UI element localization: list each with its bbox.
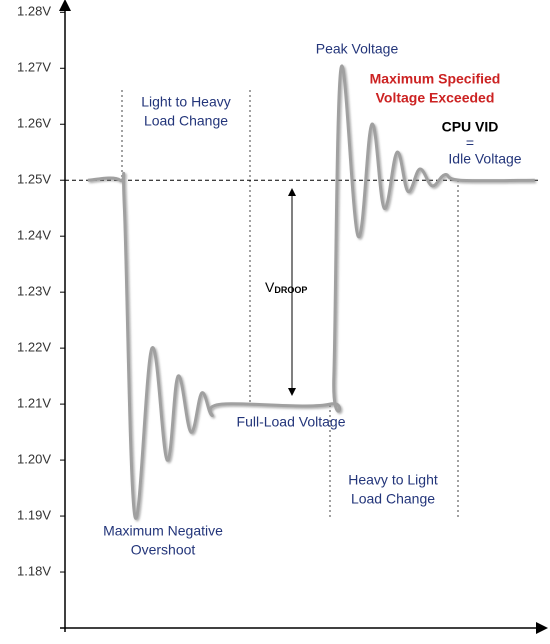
y-tick-label: 1.19V bbox=[17, 507, 51, 522]
annotation: Overshoot bbox=[131, 542, 196, 558]
annotation: = bbox=[466, 135, 474, 151]
y-tick-label: 1.20V bbox=[17, 452, 51, 467]
droop-subscript: DROOP bbox=[274, 285, 307, 295]
y-tick-label: 1.21V bbox=[17, 396, 51, 411]
plot: 1.18V 1.19V 1.20V 1.21V 1.22V 1.23V 1.24V 1.25V… bbox=[17, 4, 540, 578]
annotation: Peak Voltage bbox=[316, 41, 399, 57]
annotation: Light to Heavy bbox=[141, 94, 231, 110]
annotation: Load Change bbox=[144, 113, 228, 129]
voltage-line bbox=[87, 64, 535, 520]
droop-label: VDROOP bbox=[265, 279, 307, 296]
y-tick-label: 1.28V bbox=[17, 4, 51, 19]
y-tick-label: 1.23V bbox=[17, 284, 51, 299]
y-tick-label: 1.24V bbox=[17, 228, 51, 243]
axes bbox=[59, 0, 548, 634]
annotation: Full-Load Voltage bbox=[237, 414, 346, 430]
annotation: Maximum Specified bbox=[370, 71, 501, 87]
y-tick-label: 1.26V bbox=[17, 116, 51, 131]
annotation: CPU VID bbox=[442, 119, 499, 135]
y-tick-label: 1.18V bbox=[17, 563, 51, 578]
y-tick-label: 1.25V bbox=[17, 172, 51, 187]
transition-lines bbox=[121, 90, 459, 520]
annotation: Maximum Negative bbox=[103, 523, 223, 539]
annotation: Idle Voltage bbox=[448, 151, 521, 167]
annotation: Heavy to Light bbox=[348, 472, 438, 488]
droop-v: V bbox=[265, 279, 275, 295]
y-tick-label: 1.22V bbox=[17, 340, 51, 355]
annotation: Load Change bbox=[351, 491, 435, 507]
annotation: Voltage Exceeded bbox=[376, 90, 495, 106]
y-tick-label: 1.27V bbox=[17, 60, 51, 75]
